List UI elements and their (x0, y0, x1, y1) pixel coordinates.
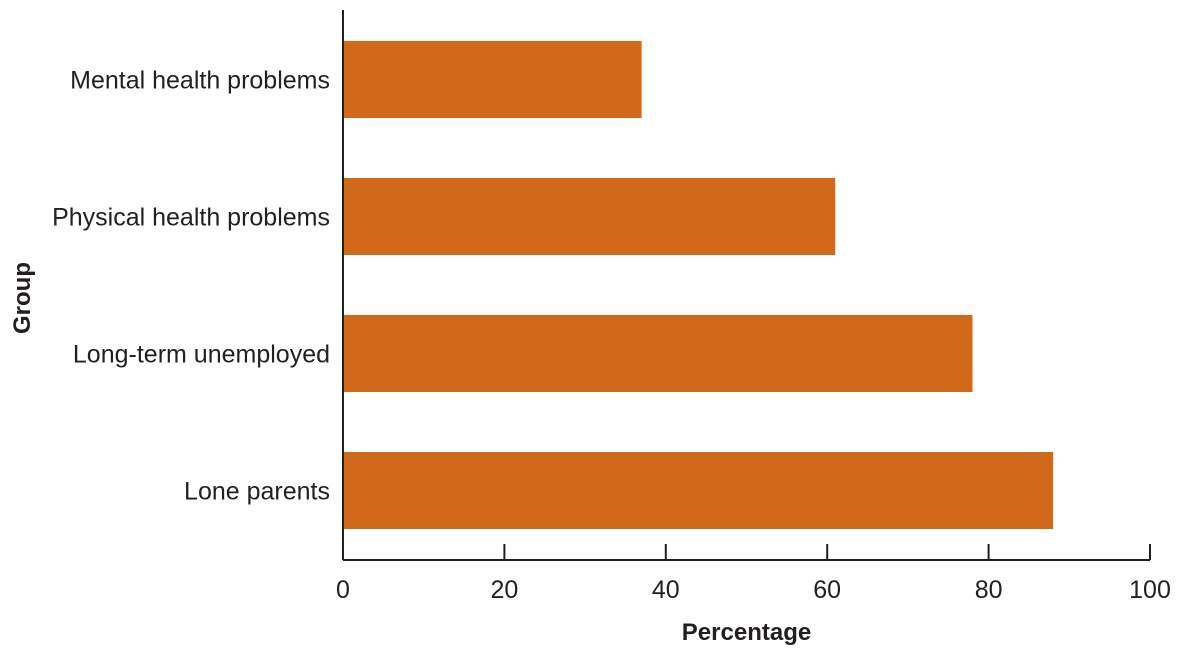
bar-long-term-unemployed (343, 315, 973, 392)
x-tick-label: 0 (336, 576, 350, 604)
category-label: Mental health problems (70, 67, 330, 95)
bar-physical-health-problems (343, 178, 836, 255)
y-axis-title: Group (9, 262, 36, 334)
bar-lone-parents (343, 452, 1054, 529)
bars-layer (343, 41, 1054, 529)
category-label: Physical health problems (52, 204, 330, 232)
bar-mental-health-problems (343, 41, 642, 118)
x-tick-label: 20 (490, 576, 518, 604)
category-labels: Mental health problems Physical health pr… (52, 67, 330, 506)
x-tick-label: 100 (1129, 576, 1171, 604)
x-axis-title: Percentage (682, 619, 811, 646)
category-label: Lone parents (184, 478, 330, 506)
category-label: Long-term unemployed (73, 341, 330, 369)
x-tick-label: 40 (652, 576, 680, 604)
x-axis-ticks: 0 20 40 60 80 100 (336, 544, 1171, 604)
x-tick-label: 80 (975, 576, 1003, 604)
x-tick-label: 60 (813, 576, 841, 604)
